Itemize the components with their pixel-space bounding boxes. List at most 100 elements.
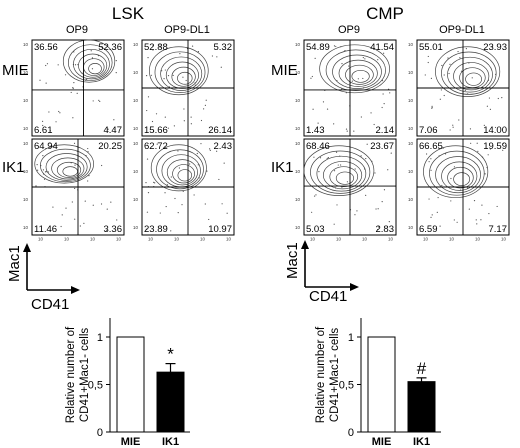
contour-line (441, 51, 497, 95)
event-dot (87, 180, 89, 182)
event-dot (351, 80, 353, 82)
quadrant-value-lower-left: 15.66 (144, 125, 168, 136)
tick-label: 10 (38, 237, 44, 242)
event-dot (436, 211, 438, 214)
event-dot (87, 147, 89, 150)
event-dot (475, 219, 477, 221)
event-dot (448, 72, 450, 75)
event-dot (317, 122, 319, 124)
quadrant-value-lower-left: 6.59 (419, 224, 438, 235)
tick-label: 10 (408, 169, 414, 174)
event-dot (445, 153, 447, 155)
column-header-cmp-op9: OP9 (338, 24, 360, 36)
quadrant-value-lower-right: 10.97 (208, 224, 232, 235)
event-dot (50, 47, 52, 50)
contour-line (160, 56, 203, 91)
event-dot (489, 108, 491, 110)
event-dot (441, 64, 443, 67)
tick-label: 10 (133, 42, 139, 47)
event-dot (170, 230, 172, 232)
quadrant-value-upper-right: 23.67 (370, 141, 394, 152)
event-dot (57, 64, 59, 66)
contour-line (51, 157, 85, 180)
event-dot (364, 58, 366, 60)
event-dot (220, 66, 222, 68)
event-dot (45, 64, 47, 67)
event-dot (166, 184, 168, 186)
tick-label: 10 (23, 70, 29, 75)
event-dot (73, 82, 75, 84)
event-dot (322, 101, 325, 103)
event-dot (152, 45, 154, 47)
event-dot (203, 108, 205, 110)
event-dot (189, 163, 191, 165)
event-dot (42, 124, 44, 127)
tick-label: 10 (133, 126, 139, 131)
event-dot (336, 204, 338, 206)
event-dot (177, 211, 179, 214)
event-dot (488, 97, 491, 99)
event-dot (377, 59, 379, 61)
event-dot (354, 214, 356, 216)
event-dot (43, 178, 46, 180)
event-dot (101, 164, 103, 167)
tick-label: 10 (148, 237, 154, 242)
row-label-lsk-ik1: IK1 (2, 159, 25, 176)
category-label: IK1 (413, 436, 430, 448)
event-dot (42, 169, 45, 171)
event-dot (216, 150, 218, 152)
event-dot (453, 219, 455, 221)
contour-line (172, 164, 195, 184)
event-dot (223, 162, 225, 164)
tick-label: 10 (133, 70, 139, 75)
contour-line (56, 161, 82, 178)
event-dot (205, 99, 207, 101)
event-dot (450, 200, 452, 202)
event-dot (74, 64, 77, 66)
tick-label: 10 (23, 141, 29, 146)
event-dot (72, 87, 74, 90)
event-dot (449, 63, 451, 65)
tick-label: 10 (23, 126, 29, 131)
event-dot (156, 143, 158, 145)
event-dot (430, 169, 432, 171)
event-dot (146, 109, 148, 112)
event-dot (146, 158, 149, 160)
quadrant-value-lower-right: 7.17 (489, 224, 508, 235)
y-tick-label: 0 (348, 427, 354, 439)
tick-label: 10 (408, 126, 414, 131)
event-dot (348, 65, 350, 67)
y-axis-label-cmp: Mac1 (284, 242, 301, 279)
contour-line (435, 156, 481, 194)
event-dot (484, 173, 486, 175)
event-dot (153, 181, 155, 183)
event-dot (218, 178, 220, 181)
event-dot (72, 87, 74, 89)
event-dot (92, 100, 94, 102)
flow-plot: 10 10 10 10 10 10 10 10 66.65 19.59 6.59 7.17 (408, 138, 510, 242)
tick-label: 10 (295, 197, 301, 202)
bar (367, 336, 396, 433)
tick-label: 10 (408, 42, 414, 47)
event-dot (151, 120, 154, 123)
event-dot (365, 194, 367, 196)
y-axis-title-line: CD41+Mac1- cells (79, 328, 91, 423)
tick-label: 10 (295, 169, 301, 174)
event-dot (147, 56, 149, 59)
event-dot (74, 164, 76, 166)
contour-line (88, 62, 102, 75)
event-dot (161, 70, 163, 72)
event-dot (106, 208, 108, 210)
contour-line (156, 149, 204, 190)
contour-line (310, 150, 371, 194)
event-dot (110, 201, 112, 203)
contour-line (335, 171, 355, 185)
contour-line (332, 54, 382, 89)
quadrant-value-upper-left: 54.89 (306, 42, 330, 53)
event-dot (326, 108, 329, 110)
event-dot (486, 105, 488, 107)
event-dot (197, 164, 199, 166)
event-dot (360, 116, 362, 118)
event-dot (65, 207, 67, 209)
